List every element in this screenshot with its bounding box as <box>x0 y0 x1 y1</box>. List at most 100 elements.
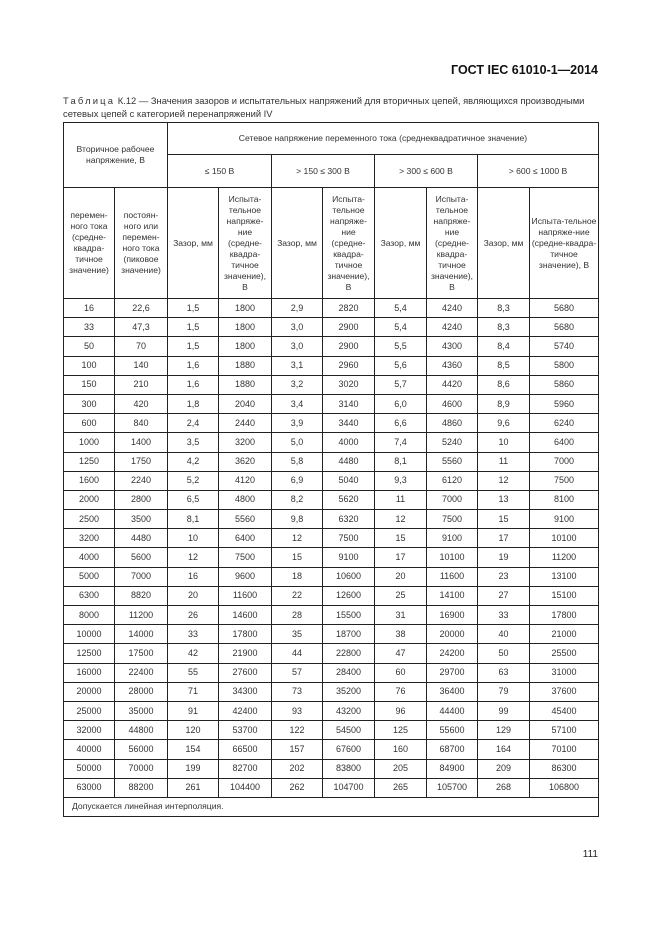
table-cell: 7500 <box>218 547 272 568</box>
table-cell: 35000 <box>114 700 168 722</box>
table-cell: 79 <box>477 681 530 702</box>
table-cell: 25 <box>374 585 427 607</box>
table-cell: 420 <box>114 393 168 415</box>
table-cell: 2960 <box>322 355 375 376</box>
table-cell: 4420 <box>426 374 478 395</box>
caption-text: К.12 — Значения зазоров и испытательных … <box>63 95 585 119</box>
table-cell: 140 <box>114 355 168 376</box>
table-cell: 66500 <box>218 739 272 760</box>
table-row: 600 840 2,4 2440 3,9 3440 6,6 4860 9,6 6240 <box>63 413 599 434</box>
table-cell: 6320 <box>322 509 375 530</box>
table-cell: 3,1 <box>271 355 323 376</box>
table-cell: 1,5 <box>167 317 219 338</box>
table-cell: 2,9 <box>271 297 323 319</box>
table-cell: 57 <box>271 662 323 683</box>
table-cell: 50 <box>477 643 530 664</box>
table-cell: 5,4 <box>374 317 427 338</box>
clearance-header: Зазор, мм <box>167 187 219 299</box>
table-cell: 600 <box>63 413 115 434</box>
table-cell: 8,5 <box>477 355 530 376</box>
table-cell: 70 <box>114 336 168 357</box>
range-header: > 150 ≤ 300 В <box>271 154 375 188</box>
table-cell: 68700 <box>426 739 478 760</box>
table-cell: 22 <box>271 585 323 607</box>
table-cell: 83800 <box>322 758 375 779</box>
dc-peak-header: постоян-ного или перемен-ного тока (пико… <box>114 187 168 299</box>
table-cell: 6120 <box>426 470 478 491</box>
table-cell: 8,9 <box>477 393 530 415</box>
table-row: 1250 1750 4,2 3620 5,8 4480 8,1 5560 11 7000 <box>63 451 599 472</box>
table-row: 2500 3500 8,1 5560 9,8 6320 12 7500 15 9100 <box>63 509 599 530</box>
table-cell: 6400 <box>529 432 599 453</box>
table-cell: 82700 <box>218 758 272 779</box>
table-cell: 9,8 <box>271 509 323 530</box>
table-cell: 105700 <box>426 777 478 798</box>
table-cell: 45400 <box>529 700 599 722</box>
table-cell: 7000 <box>426 489 478 511</box>
table-cell: 91 <box>167 700 219 722</box>
table-cell: 86300 <box>529 758 599 779</box>
ac-rms-header: перемен-ного тока (средне-квадра-тичное … <box>63 187 115 299</box>
table-cell: 9100 <box>426 528 478 549</box>
table-cell: 5,7 <box>374 374 427 395</box>
table-cell: 1600 <box>63 470 115 491</box>
table-cell: 53700 <box>218 720 272 741</box>
table-cell: 3,5 <box>167 432 219 453</box>
table-cell: 6400 <box>218 528 272 549</box>
table-cell: 8,1 <box>374 451 427 472</box>
table-cell: 57100 <box>529 720 599 741</box>
table-cell: 164 <box>477 739 530 760</box>
table-cell: 4,2 <box>167 451 219 472</box>
table-cell: 43200 <box>322 700 375 722</box>
table-cell: 5,5 <box>374 336 427 357</box>
table-cell: 33 <box>63 317 115 338</box>
table-cell: 99 <box>477 700 530 722</box>
table-cell: 76 <box>374 681 427 702</box>
table-row: 16000 22400 55 27600 57 28400 60 29700 63 31000 <box>63 662 599 683</box>
table-cell: 5680 <box>529 317 599 338</box>
table-cell: 210 <box>114 374 168 395</box>
table-row: 5000 7000 16 9600 18 10600 20 11600 23 13100 <box>63 566 599 587</box>
table-cell: 6240 <box>529 413 599 434</box>
table-cell: 12500 <box>63 643 115 664</box>
table-cell: 300 <box>63 393 115 415</box>
caption-label: Таблица <box>63 95 116 106</box>
table-cell: 122 <box>271 720 323 741</box>
test-voltage-header: Испыта-тельное напряже-ние (средне-квадр… <box>322 187 375 299</box>
table-cell: 3020 <box>322 374 375 395</box>
secondary-voltage-header: Вторичное рабочее напряжение, В <box>63 122 168 188</box>
table-cell: 100 <box>63 355 115 376</box>
table-cell: 40 <box>477 624 530 645</box>
table-cell: 7500 <box>322 528 375 549</box>
mains-voltage-header: Сетевое напряжение переменного тока (сре… <box>167 122 599 155</box>
table-cell: 70100 <box>529 739 599 760</box>
table-caption: Таблица К.12 — Значения зазоров и испыта… <box>63 94 603 120</box>
table-cell: 12 <box>374 509 427 530</box>
table-cell: 27 <box>477 585 530 607</box>
table-cell: 4600 <box>426 393 478 415</box>
table-cell: 4240 <box>426 297 478 319</box>
table-cell: 50000 <box>63 758 115 779</box>
table-cell: 4360 <box>426 355 478 376</box>
table-cell: 50 <box>63 336 115 357</box>
table-cell: 54500 <box>322 720 375 741</box>
table-cell: 17800 <box>218 624 272 645</box>
table-cell: 2040 <box>218 393 272 415</box>
table-row: 33 47,3 1,5 1800 3,0 2900 5,4 4240 8,3 5680 <box>63 317 599 338</box>
table-cell: 1,6 <box>167 374 219 395</box>
table-cell: 35 <box>271 624 323 645</box>
table-cell: 5,8 <box>271 451 323 472</box>
table-cell: 37600 <box>529 681 599 702</box>
table-cell: 13100 <box>529 566 599 587</box>
table-cell: 20000 <box>63 681 115 702</box>
table-cell: 84900 <box>426 758 478 779</box>
table-cell: 34300 <box>218 681 272 702</box>
table-cell: 5,0 <box>271 432 323 453</box>
table-cell: 3620 <box>218 451 272 472</box>
table-cell: 20000 <box>426 624 478 645</box>
table-row: 16 22,6 1,5 1800 2,9 2820 5,4 4240 8,3 5680 <box>63 297 599 319</box>
table-cell: 17800 <box>529 604 599 626</box>
table-cell: 67600 <box>322 739 375 760</box>
table-cell: 5600 <box>114 547 168 568</box>
table-cell: 5560 <box>218 509 272 530</box>
